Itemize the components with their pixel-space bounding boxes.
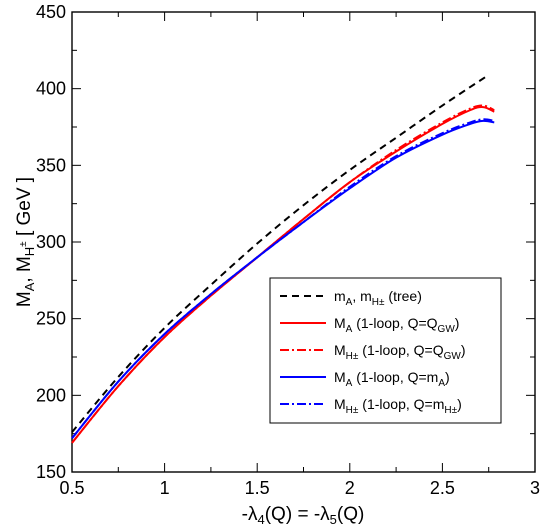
x-tick-label: 3 — [530, 478, 540, 498]
y-tick-label: 350 — [36, 155, 66, 175]
x-tick-label: 1 — [160, 478, 170, 498]
y-tick-label: 450 — [36, 2, 66, 22]
legend-label-3: MA (1-loop, Q=mA) — [334, 369, 450, 389]
series-group — [71, 74, 495, 444]
y-tick-label: 200 — [36, 385, 66, 405]
legend-box — [269, 277, 502, 424]
y-tick-label: 400 — [36, 79, 66, 99]
legend-label-2: MH± (1-loop, Q=QGW) — [334, 342, 465, 362]
legend: mA, mH± (tree) MA (1-loop, Q=QGW) MH± (1-l… — [269, 277, 502, 424]
y-axis-label: MA, MH± [ GeV ] — [14, 177, 37, 307]
y-tick-label: 150 — [36, 462, 66, 482]
y-tick-label: 250 — [36, 309, 66, 329]
series-line-2 — [71, 104, 495, 444]
x-tick-label: 2 — [345, 478, 355, 498]
x-tick-label: 1.5 — [245, 478, 270, 498]
legend-label-0: mA, mH± (tree) — [334, 288, 422, 308]
axis-ticks: 0.5 1 1.5 2 2.5 3 150 200 250 300 350 400 450 — [36, 2, 540, 498]
legend-label-1: MA (1-loop, Q=QGW) — [334, 315, 459, 335]
series-line-4 — [71, 118, 495, 439]
legend-label-4: MH± (1-loop, Q=mH±) — [334, 396, 462, 416]
x-tick-label: 0.5 — [59, 478, 84, 498]
x-axis-label: -λ4(Q) = -λ5(Q) — [242, 504, 365, 527]
x-tick-label: 2.5 — [430, 478, 455, 498]
y-tick-label: 300 — [36, 232, 66, 252]
series-line-0 — [71, 74, 490, 433]
